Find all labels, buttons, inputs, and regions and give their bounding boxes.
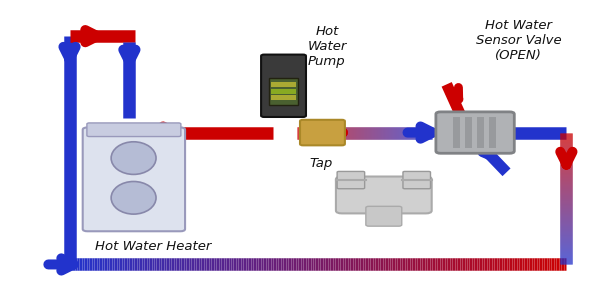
FancyBboxPatch shape: [271, 82, 296, 87]
FancyBboxPatch shape: [436, 112, 514, 153]
FancyBboxPatch shape: [403, 172, 430, 189]
FancyBboxPatch shape: [337, 172, 365, 189]
Text: Hot Water
Sensor Valve
(OPEN): Hot Water Sensor Valve (OPEN): [476, 19, 562, 62]
Text: Hot
Water
Pump: Hot Water Pump: [307, 25, 347, 68]
FancyBboxPatch shape: [366, 206, 402, 226]
FancyBboxPatch shape: [269, 78, 298, 105]
FancyBboxPatch shape: [488, 117, 496, 148]
FancyBboxPatch shape: [336, 176, 431, 213]
FancyBboxPatch shape: [261, 55, 306, 117]
Text: Tap: Tap: [310, 157, 332, 170]
FancyBboxPatch shape: [87, 123, 181, 137]
Ellipse shape: [111, 182, 156, 214]
FancyBboxPatch shape: [271, 95, 296, 100]
FancyBboxPatch shape: [271, 89, 296, 94]
FancyBboxPatch shape: [83, 127, 185, 231]
Text: Hot Water Heater: Hot Water Heater: [95, 239, 212, 253]
Ellipse shape: [111, 142, 156, 174]
FancyBboxPatch shape: [452, 117, 460, 148]
FancyBboxPatch shape: [464, 117, 472, 148]
FancyBboxPatch shape: [476, 117, 484, 148]
FancyBboxPatch shape: [300, 120, 345, 145]
